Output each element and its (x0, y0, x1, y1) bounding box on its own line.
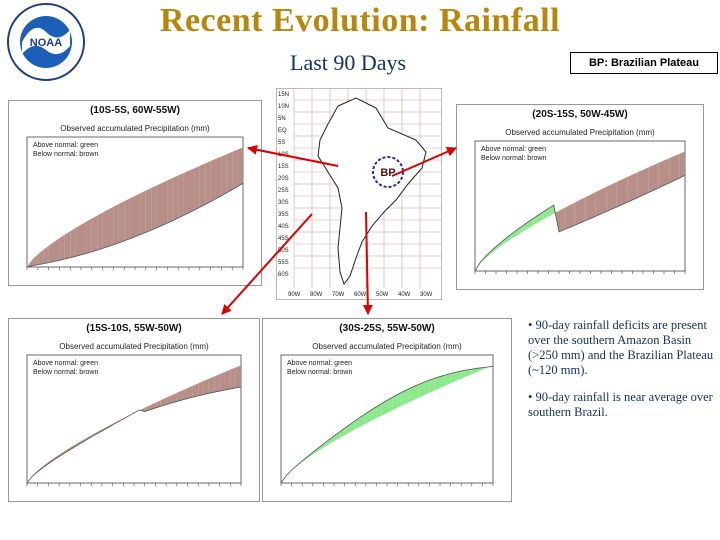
panel-legend-above: Above normal: green (33, 142, 98, 149)
svg-text:15S: 15S (278, 164, 289, 170)
svg-text:35S: 35S (278, 212, 289, 218)
page-title: Recent Evolution: Rainfall (159, 2, 561, 39)
svg-text:55S: 55S (278, 260, 289, 266)
panel-subtitle: Observed accumulated Precipitation (mm) (60, 124, 210, 133)
panel-legend-above: Above normal: green (481, 146, 546, 153)
svg-text:40S: 40S (278, 224, 289, 230)
precip-panel-1: (10S-5S, 60W-55W) Observed accumulated Pr… (8, 100, 262, 286)
svg-text:50W: 50W (376, 292, 389, 298)
svg-text:45S: 45S (278, 236, 289, 242)
svg-text:20S: 20S (278, 176, 289, 182)
svg-text:70W: 70W (332, 292, 345, 298)
svg-text:30S: 30S (278, 200, 289, 206)
precip-panel-2: (20S-15S, 50W-45W) Observed accumulated P… (456, 104, 704, 290)
svg-text:90W: 90W (288, 292, 301, 298)
svg-text:25S: 25S (278, 188, 289, 194)
noaa-logo: NOAA (7, 3, 85, 81)
panel-region: (15S-10S, 55W-50W) (86, 323, 181, 334)
svg-text:60W: 60W (354, 292, 367, 298)
svg-text:5N: 5N (278, 116, 286, 122)
precip-panel-3: (15S-10S, 55W-50W) Observed accumulated P… (8, 318, 260, 502)
panel-subtitle: Observed accumulated Precipitation (mm) (312, 342, 462, 351)
svg-text:10N: 10N (278, 104, 289, 110)
south-america-map: BP 15N 10N 5N EQ 5S 10S 15S 20S 25S 30S … (276, 88, 442, 300)
panel-legend-below: Below normal: brown (33, 151, 98, 158)
bp-legend-box: BP: Brazilian Plateau (570, 52, 718, 74)
bp-region-label: BP (380, 167, 395, 179)
panel-region: (10S-5S, 60W-55W) (90, 105, 180, 116)
summary-text: • 90-day rainfall deficits are present o… (528, 318, 714, 432)
page-subtitle: Last 90 Days (290, 50, 407, 75)
panel-region: (30S-25S, 55W-50W) (339, 323, 434, 334)
panel-subtitle: Observed accumulated Precipitation (mm) (59, 342, 209, 351)
svg-text:50S: 50S (278, 248, 289, 254)
panel-legend-below: Below normal: brown (287, 369, 352, 376)
bullet-deficits: • 90-day rainfall deficits are present o… (528, 318, 714, 377)
panel-region: (20S-15S, 50W-45W) (532, 109, 627, 120)
bullet-southern-brazil: • 90-day rainfall is near average over s… (528, 390, 713, 419)
svg-text:30W: 30W (420, 292, 433, 298)
panel-legend-below: Below normal: brown (33, 369, 98, 376)
svg-text:15N: 15N (278, 92, 289, 98)
precip-panel-4: (30S-25S, 55W-50W) Observed accumulated P… (262, 318, 512, 502)
svg-text:60S: 60S (278, 272, 289, 278)
svg-text:NOAA: NOAA (30, 37, 62, 49)
svg-text:5S: 5S (278, 140, 285, 146)
panel-legend-above: Above normal: green (287, 360, 352, 367)
svg-text:40W: 40W (398, 292, 411, 298)
panel-subtitle: Observed accumulated Precipitation (mm) (505, 128, 655, 137)
panel-legend-above: Above normal: green (33, 360, 98, 367)
svg-text:80W: 80W (310, 292, 323, 298)
panel-legend-below: Below normal: brown (481, 155, 546, 162)
svg-text:EQ: EQ (278, 128, 287, 134)
